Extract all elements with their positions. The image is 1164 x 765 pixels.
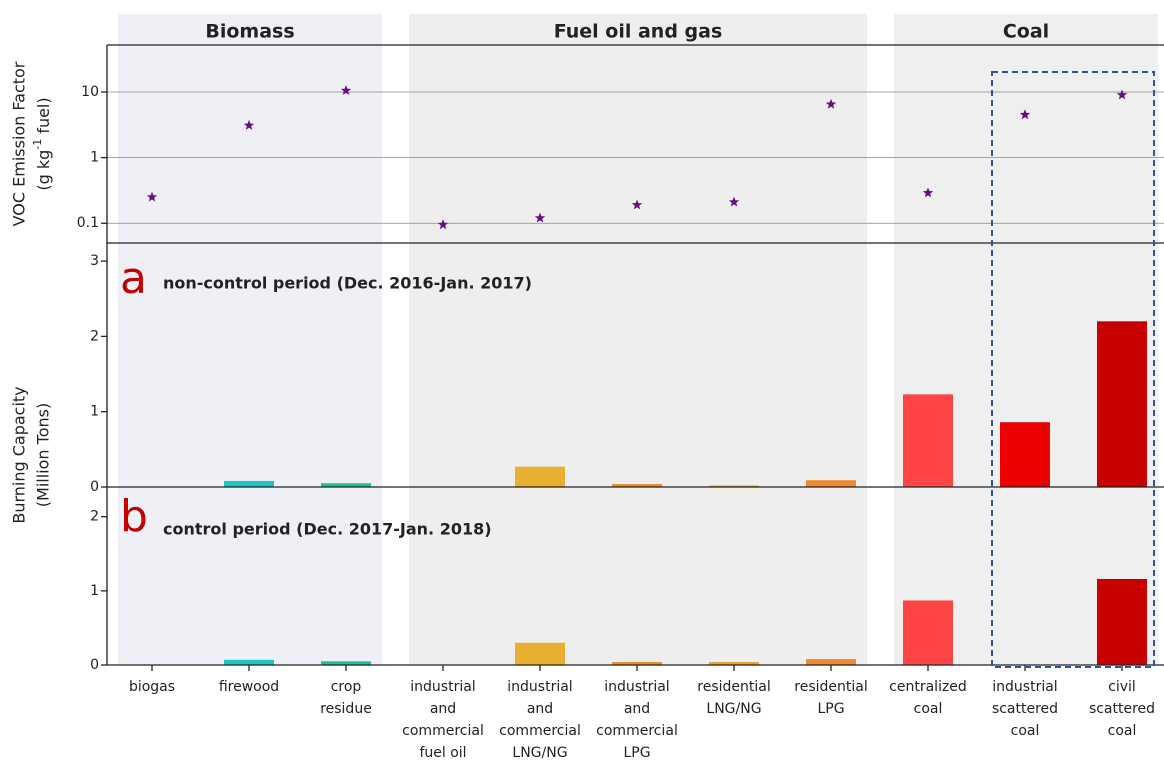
bar [612, 662, 662, 665]
group-label: Fuel oil and gas [554, 21, 723, 43]
star-marker [1116, 89, 1128, 100]
y-tick-label: 2 [90, 509, 99, 525]
panel-annotation: non-control period (Dec. 2016-Jan. 2017) [163, 274, 532, 293]
x-tick-label: industrial [507, 679, 572, 695]
y-axis-title: (g kg-1 fuel) [31, 97, 53, 190]
x-tick-label: firewood [219, 679, 279, 695]
bar [1000, 422, 1050, 487]
x-tick-label: and [527, 701, 553, 717]
bar [515, 642, 565, 665]
panel-letter: b [120, 491, 148, 542]
y-axis-title: (Million Tons) [34, 403, 53, 507]
bar [1097, 321, 1147, 487]
y-axis-title: -1 [31, 139, 44, 150]
y-tick-label: 0 [90, 479, 99, 495]
panel-letter: a [120, 253, 147, 304]
x-tick-label: commercial [402, 723, 484, 739]
star-marker [825, 98, 837, 109]
x-tick-label: coal [1108, 723, 1137, 739]
x-tick-label: crop [331, 679, 362, 695]
bar [903, 600, 953, 665]
x-tick-label: commercial [499, 723, 581, 739]
bar [612, 483, 662, 487]
star-marker [146, 191, 158, 202]
x-tick-label: LPG [817, 701, 844, 717]
star-marker [534, 212, 546, 223]
bar [709, 662, 759, 665]
group-background [409, 14, 867, 665]
x-tick-label: and [624, 701, 650, 717]
star-marker [243, 119, 255, 130]
x-tick-label: scattered [992, 701, 1058, 717]
x-tick-label: LNG/NG [706, 701, 761, 717]
y-tick-label: 1 [90, 404, 99, 420]
x-tick-label: and [430, 701, 456, 717]
y-tick-label: 10 [81, 84, 99, 100]
y-tick-label: 1 [90, 150, 99, 166]
x-tick-label: industrial [410, 679, 475, 695]
bar [321, 661, 371, 665]
bar [806, 659, 856, 665]
x-tick-label: centralized [889, 679, 967, 695]
y-axis-title: VOC Emission Factor [10, 61, 29, 226]
star-marker [437, 219, 449, 230]
highlight-box [991, 71, 1155, 668]
group-background [118, 14, 382, 665]
x-tick-label: coal [914, 701, 943, 717]
star-marker [922, 187, 934, 198]
x-tick-label: fuel oil [419, 745, 466, 761]
group-label: Biomass [205, 21, 294, 43]
x-tick-label: industrial [604, 679, 669, 695]
bar [321, 483, 371, 487]
x-tick-label: LNG/NG [512, 745, 567, 761]
y-tick-label: 0 [90, 657, 99, 673]
y-tick-label: 2 [90, 328, 99, 344]
x-tick-label: civil [1108, 679, 1136, 695]
star-marker [631, 199, 643, 210]
x-tick-label: industrial [992, 679, 1057, 695]
x-tick-label: biogas [129, 679, 175, 695]
y-tick-label: 0.1 [77, 215, 99, 231]
bar [709, 485, 759, 487]
x-tick-label: commercial [596, 723, 678, 739]
y-axis-title: Burning Capacity [10, 386, 29, 523]
x-tick-label: residential [697, 679, 770, 695]
bar [515, 466, 565, 487]
x-tick-label: residential [794, 679, 867, 695]
y-tick-label: 1 [90, 583, 99, 599]
panel-annotation: control period (Dec. 2017-Jan. 2018) [163, 520, 492, 539]
x-tick-label: scattered [1089, 701, 1155, 717]
bar [224, 659, 274, 665]
y-tick-label: 3 [90, 253, 99, 269]
x-tick-label: residue [320, 701, 372, 717]
y-axis-title: fuel) [34, 97, 53, 138]
group-backgrounds [118, 14, 1158, 665]
star-marker [340, 85, 352, 95]
x-tick-label: LPG [623, 745, 650, 761]
star-marker [728, 196, 740, 207]
y-axis-title: (g kg [34, 150, 53, 191]
bar [806, 480, 856, 487]
bar [903, 394, 953, 487]
group-label: Coal [1003, 21, 1049, 43]
bar [1097, 578, 1147, 665]
x-tick-label: coal [1011, 723, 1040, 739]
bar [224, 480, 274, 487]
star-marker [1019, 109, 1031, 120]
